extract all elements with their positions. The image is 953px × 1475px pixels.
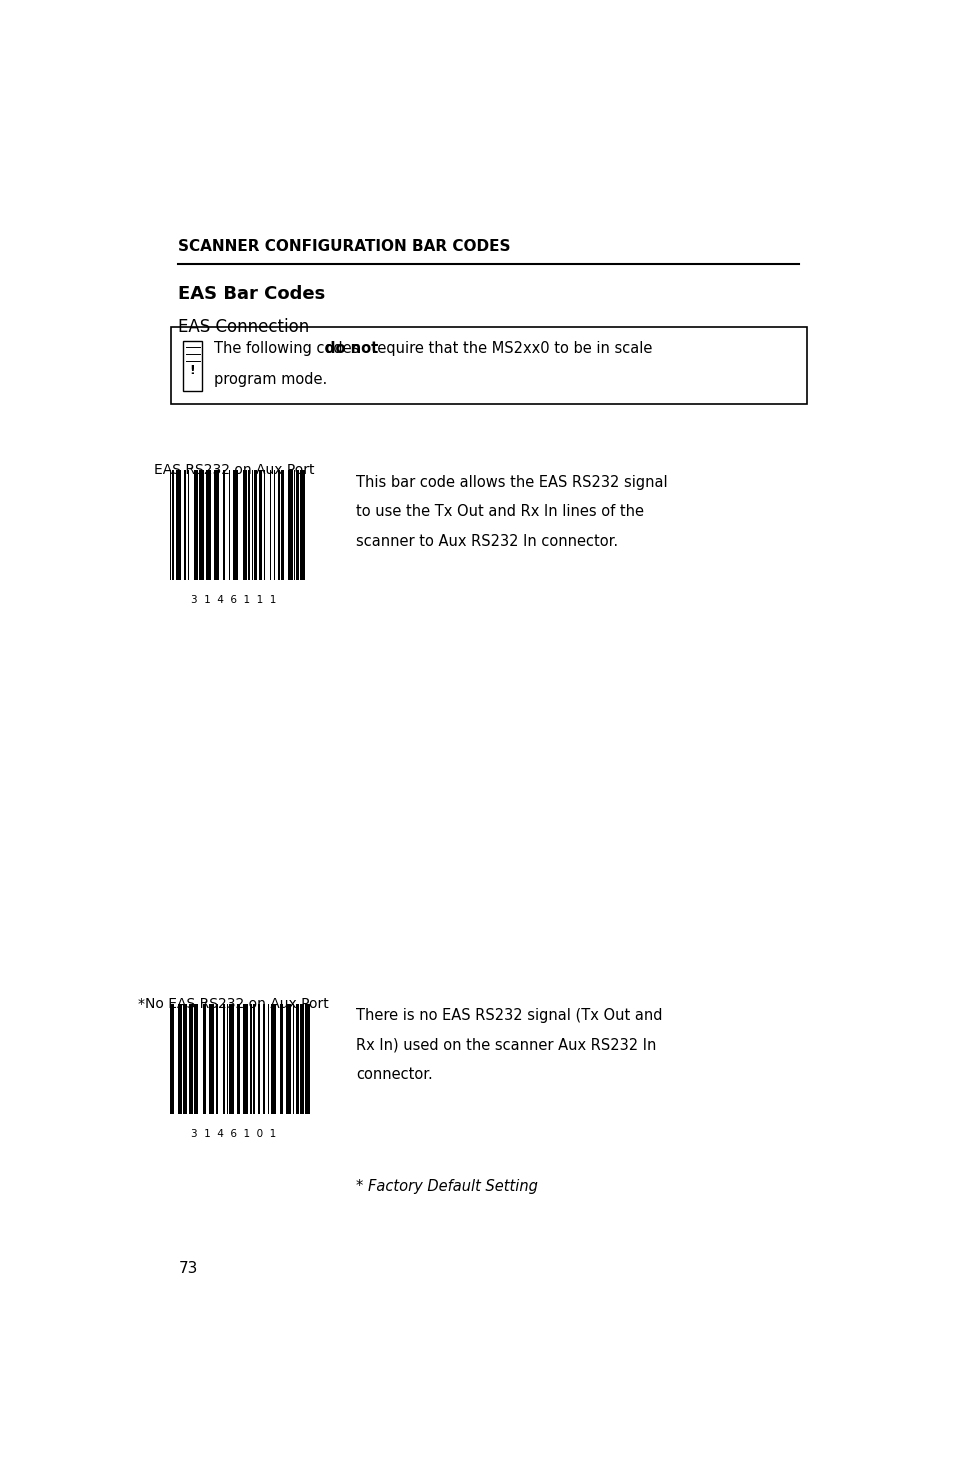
Text: EAS RS232 on Aux Port: EAS RS232 on Aux Port (153, 463, 314, 478)
Bar (183, 341, 202, 391)
Bar (236, 1004, 240, 1114)
Bar (184, 471, 186, 580)
Bar (215, 1004, 218, 1114)
Bar (262, 1004, 265, 1114)
Text: The following codes: The following codes (213, 341, 363, 355)
Text: program mode.: program mode. (213, 372, 327, 388)
Text: 73: 73 (178, 1261, 197, 1276)
Bar (250, 1004, 252, 1114)
Text: connector.: connector. (355, 1068, 432, 1083)
Text: There is no EAS RS232 signal (Tx Out and: There is no EAS RS232 signal (Tx Out and (355, 1009, 661, 1024)
Bar (253, 1004, 255, 1114)
Bar (170, 1004, 174, 1114)
Text: This bar code allows the EAS RS232 signal: This bar code allows the EAS RS232 signa… (355, 475, 667, 490)
Text: to use the Tx Out and Rx In lines of the: to use the Tx Out and Rx In lines of the (355, 504, 643, 519)
Bar (199, 471, 204, 580)
Bar (175, 471, 180, 580)
Bar (233, 471, 237, 580)
Bar (214, 471, 219, 580)
Text: SCANNER CONFIGURATION BAR CODES: SCANNER CONFIGURATION BAR CODES (178, 239, 511, 255)
Bar (259, 471, 261, 580)
Bar (293, 1004, 294, 1114)
Text: do not: do not (324, 341, 377, 355)
Bar (172, 471, 174, 580)
Bar (183, 1004, 187, 1114)
Bar (227, 1004, 228, 1114)
Text: 3  1  4  6  1  1  1: 3 1 4 6 1 1 1 (191, 594, 276, 605)
Bar (270, 471, 272, 580)
Bar (223, 471, 225, 580)
Bar (170, 471, 171, 580)
Bar (190, 1004, 193, 1114)
Bar (178, 1004, 182, 1114)
Bar (252, 471, 253, 580)
Bar (229, 471, 231, 580)
Text: Rx In) used on the scanner Aux RS232 In: Rx In) used on the scanner Aux RS232 In (355, 1038, 656, 1053)
Bar (277, 471, 280, 580)
Bar (194, 1004, 198, 1114)
Bar (257, 1004, 260, 1114)
Text: scanner to Aux RS232 In connector.: scanner to Aux RS232 In connector. (355, 534, 618, 549)
Bar (243, 471, 246, 580)
Text: !: ! (190, 363, 195, 376)
Bar (229, 1004, 233, 1114)
Text: EAS Connection: EAS Connection (178, 317, 310, 336)
Bar (305, 1004, 310, 1114)
Bar (272, 1004, 276, 1114)
Bar (205, 471, 211, 580)
Bar (268, 1004, 269, 1114)
Text: 3  1  4  6  1  0  1: 3 1 4 6 1 0 1 (191, 1128, 276, 1139)
Text: EAS Bar Codes: EAS Bar Codes (178, 285, 325, 302)
Bar (281, 471, 284, 580)
Bar (296, 471, 298, 580)
Bar (194, 471, 198, 580)
Bar (223, 1004, 225, 1114)
Text: * Factory Default Setting: * Factory Default Setting (355, 1179, 537, 1193)
FancyBboxPatch shape (171, 327, 806, 404)
Bar (264, 471, 265, 580)
Bar (248, 471, 250, 580)
Bar (209, 1004, 214, 1114)
Bar (243, 1004, 248, 1114)
Text: require that the MS2xx0 to be in scale: require that the MS2xx0 to be in scale (367, 341, 652, 355)
Bar (287, 471, 293, 580)
Bar (188, 471, 190, 580)
Text: *No EAS RS232 on Aux Port: *No EAS RS232 on Aux Port (138, 997, 329, 1010)
Bar (253, 471, 256, 580)
Bar (280, 1004, 282, 1114)
Bar (296, 1004, 298, 1114)
Bar (286, 1004, 291, 1114)
Bar (203, 1004, 205, 1114)
Bar (300, 1004, 303, 1114)
Bar (300, 471, 305, 580)
